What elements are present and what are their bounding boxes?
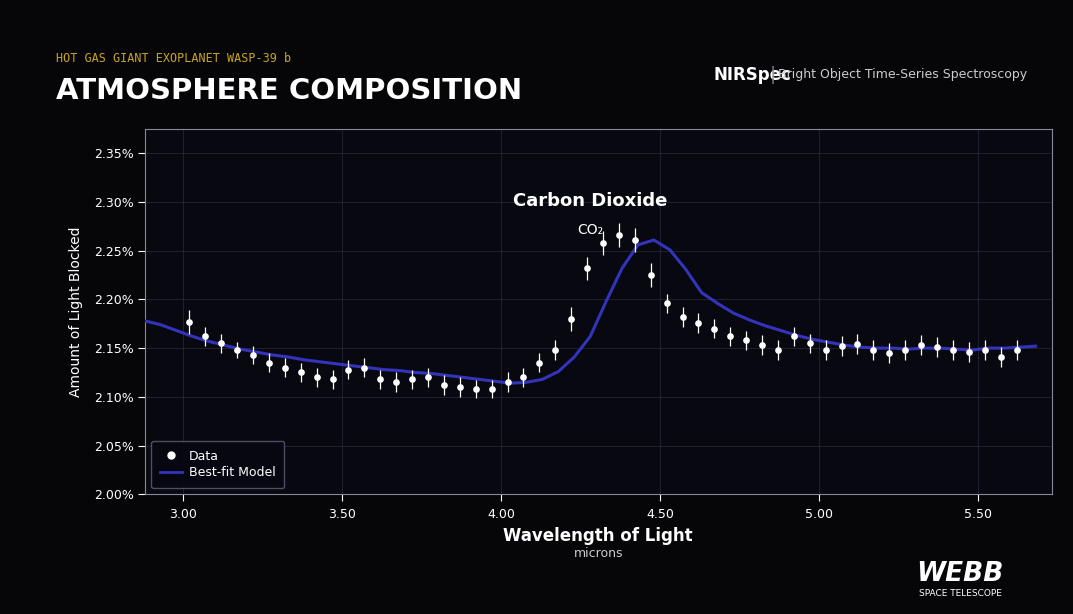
Best-fit Model [775, 327, 788, 334]
Legend: Data, Best-fit Model: Data, Best-fit Model [151, 441, 284, 488]
Best-fit Model [138, 317, 151, 325]
Text: WEBB: WEBB [916, 561, 1004, 587]
X-axis label: Wavelength of Light: Wavelength of Light [503, 527, 693, 545]
Text: CO₂: CO₂ [577, 223, 603, 238]
Best-fit Model [171, 327, 183, 334]
Y-axis label: Amount of Light Blocked: Amount of Light Blocked [69, 227, 83, 397]
Text: Carbon Dioxide: Carbon Dioxide [513, 192, 667, 210]
Text: NIRSpec: NIRSpec [714, 66, 792, 84]
Best-fit Model [791, 332, 804, 339]
Best-fit Model [647, 236, 660, 244]
Text: |: | [765, 66, 781, 84]
Line: Best-fit Model: Best-fit Model [145, 240, 1035, 383]
Best-fit Model [186, 333, 199, 340]
Best-fit Model [377, 366, 389, 373]
Text: HOT GAS GIANT EXOPLANET WASP-39 b: HOT GAS GIANT EXOPLANET WASP-39 b [56, 52, 291, 65]
Best-fit Model [504, 379, 517, 387]
Text: SPACE TELESCOPE: SPACE TELESCOPE [918, 589, 1002, 598]
Best-fit Model [1029, 343, 1042, 350]
Best-fit Model [536, 376, 549, 383]
Text: ATMOSPHERE COMPOSITION: ATMOSPHERE COMPOSITION [56, 77, 521, 105]
Text: Bright Object Time-Series Spectroscopy: Bright Object Time-Series Spectroscopy [778, 68, 1027, 82]
Text: microns: microns [574, 547, 623, 561]
